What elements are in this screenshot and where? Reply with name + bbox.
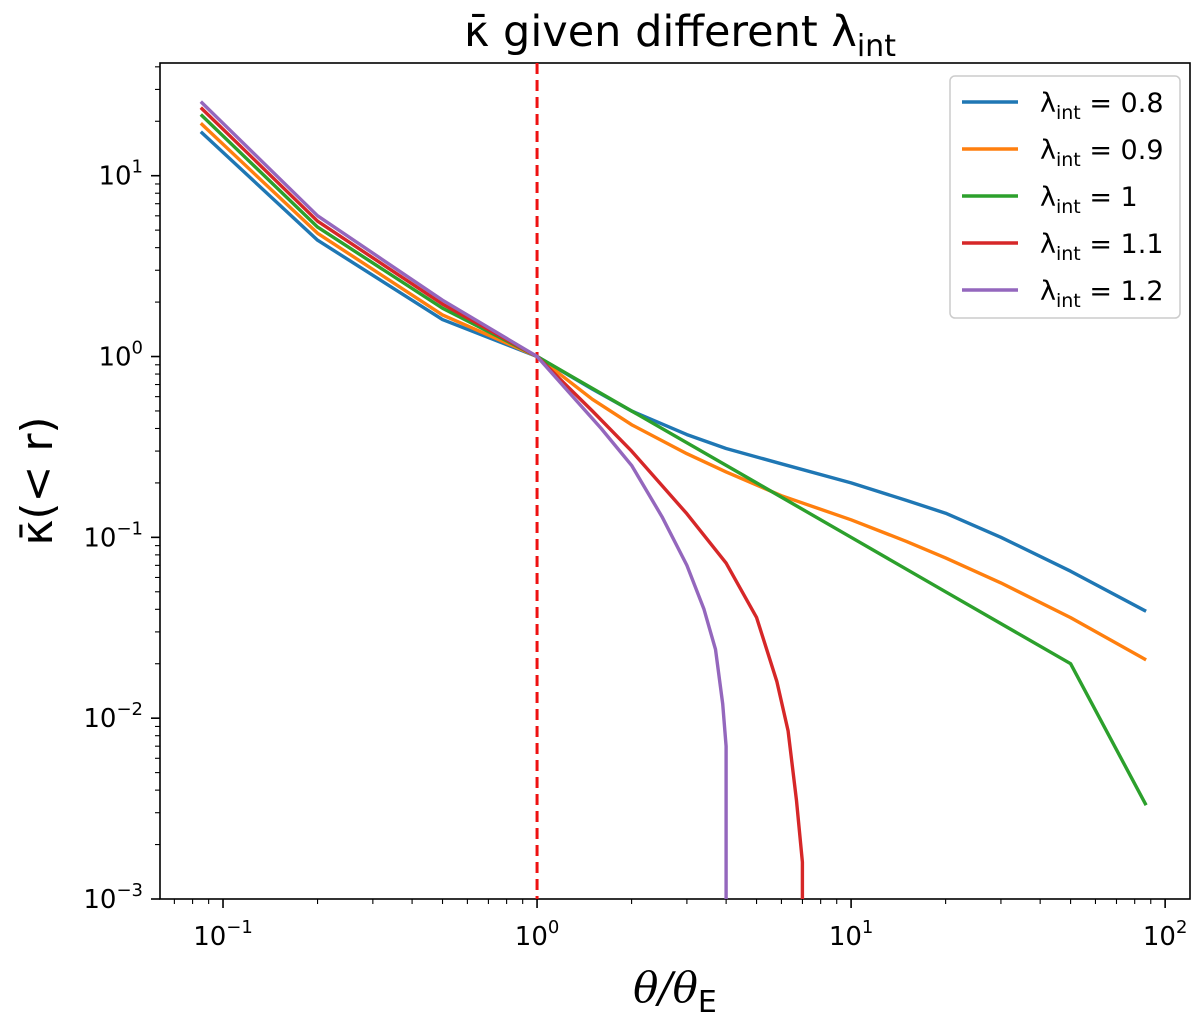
tick-labels: 10−1 100 101 102 10−3 10−2 10−1 100 101 [83, 157, 1187, 952]
x-tick-label: 100 [515, 917, 560, 952]
chart-title: κ̄ given different λint [464, 7, 896, 64]
x-tick-label: 10−1 [193, 917, 253, 952]
series-lines [199, 100, 1148, 899]
x-axis-label: θ/θE [633, 963, 717, 1019]
series-line-1 [199, 113, 1148, 807]
series-line-1-1 [199, 106, 805, 899]
x-tick-label: 102 [1143, 917, 1188, 952]
y-tick-label: 100 [98, 338, 143, 373]
y-tick-label: 10−2 [83, 699, 143, 734]
y-tick-label: 10−1 [83, 518, 143, 553]
legend: λint = 0.8 λint = 0.9 λint = 1 λint = 1.1 λi… [949, 75, 1181, 319]
y-tick-label: 10−3 [83, 880, 143, 915]
legend-label: λint = 1.2 [1040, 276, 1164, 312]
y-axis-label: κ̄(< r) [12, 416, 63, 545]
legend-label: λint = 1 [1040, 182, 1138, 218]
legend-label: λint = 0.8 [1040, 88, 1164, 124]
legend-label: λint = 0.9 [1040, 135, 1164, 171]
axis-ticks [151, 66, 1166, 908]
x-tick-label: 101 [829, 917, 874, 952]
series-line-0-9 [199, 122, 1147, 662]
series-line-1-2 [199, 100, 728, 899]
y-tick-label: 101 [98, 157, 143, 192]
legend-box [949, 75, 1181, 319]
series-line-0-8 [199, 130, 1147, 613]
legend-label: λint = 1.1 [1040, 229, 1164, 265]
